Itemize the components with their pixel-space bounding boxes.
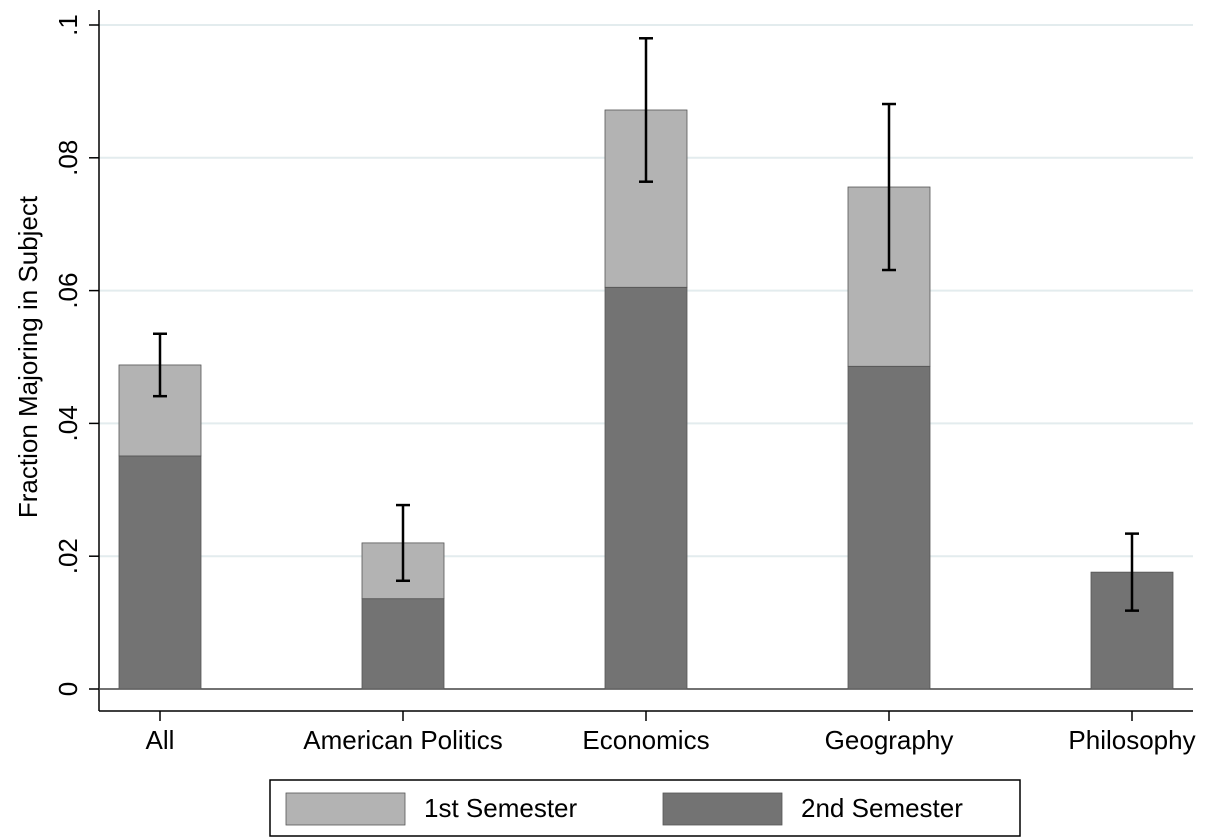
x-tick-label: Economics <box>582 725 709 755</box>
x-tick-label: All <box>146 725 175 755</box>
legend-label: 1st Semester <box>424 793 578 823</box>
legend-swatch <box>285 792 406 826</box>
bar <box>604 286 688 690</box>
bar <box>361 598 445 690</box>
y-tick-label: .02 <box>53 538 83 574</box>
x-tick-label: Philosophy <box>1068 725 1195 755</box>
x-tick-label: American Politics <box>303 725 502 755</box>
y-tick-label: .04 <box>53 405 83 441</box>
legend-label: 2nd Semester <box>801 793 963 823</box>
y-tick-label: 0 <box>53 682 83 696</box>
bar <box>847 365 931 690</box>
y-axis-label: Fraction Majoring in Subject <box>13 195 43 518</box>
x-tick-label: Geography <box>825 725 954 755</box>
y-tick-label: .1 <box>53 14 83 36</box>
y-tick-label: .06 <box>53 273 83 309</box>
bar <box>118 455 202 690</box>
legend-swatch <box>662 792 783 826</box>
y-tick-label: .08 <box>53 140 83 176</box>
